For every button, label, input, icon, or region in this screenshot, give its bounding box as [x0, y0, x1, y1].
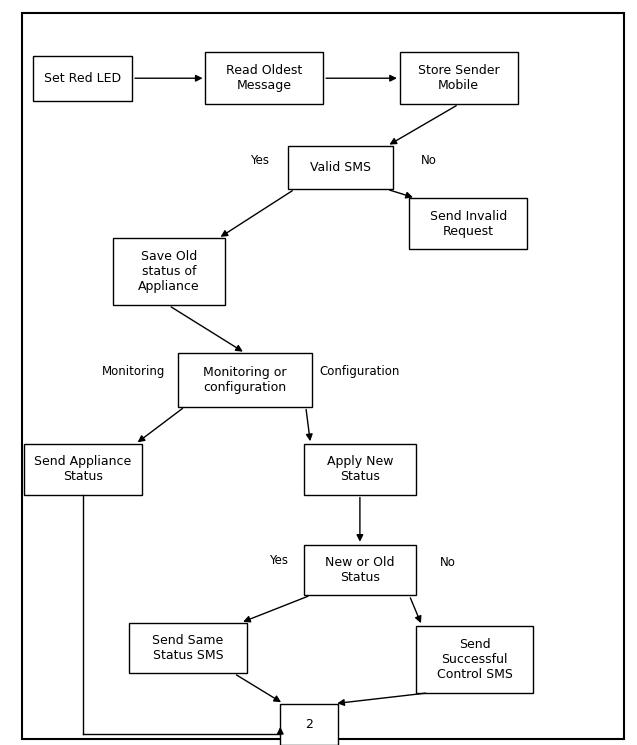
- Text: 2: 2: [305, 717, 313, 731]
- Text: Valid SMS: Valid SMS: [310, 161, 371, 174]
- FancyBboxPatch shape: [400, 52, 517, 104]
- FancyBboxPatch shape: [304, 444, 415, 495]
- Text: Send Invalid
Request: Send Invalid Request: [429, 209, 507, 238]
- FancyBboxPatch shape: [113, 238, 224, 305]
- Text: Yes: Yes: [269, 554, 288, 568]
- Text: Send Same
Status SMS: Send Same Status SMS: [152, 634, 224, 662]
- FancyBboxPatch shape: [205, 52, 323, 104]
- FancyBboxPatch shape: [33, 56, 132, 101]
- Text: Yes: Yes: [250, 153, 269, 167]
- Text: Send Appliance
Status: Send Appliance Status: [34, 455, 131, 484]
- Text: No: No: [440, 556, 455, 569]
- Text: Read Oldest
Message: Read Oldest Message: [226, 64, 303, 92]
- Text: Set Red LED: Set Red LED: [44, 72, 122, 85]
- Text: Save Old
status of
Appliance: Save Old status of Appliance: [138, 250, 199, 294]
- Text: Configuration: Configuration: [320, 364, 400, 378]
- FancyBboxPatch shape: [409, 198, 527, 249]
- Text: No: No: [420, 153, 436, 167]
- Text: Monitoring or
configuration: Monitoring or configuration: [203, 366, 287, 394]
- Text: New or Old
Status: New or Old Status: [325, 556, 395, 584]
- Text: Store Sender
Mobile: Store Sender Mobile: [418, 64, 499, 92]
- FancyBboxPatch shape: [178, 353, 312, 407]
- FancyBboxPatch shape: [129, 623, 247, 673]
- FancyBboxPatch shape: [304, 545, 415, 595]
- FancyBboxPatch shape: [415, 626, 533, 693]
- Text: Monitoring: Monitoring: [102, 364, 166, 378]
- FancyBboxPatch shape: [288, 146, 393, 189]
- Text: Apply New
Status: Apply New Status: [327, 455, 393, 484]
- FancyBboxPatch shape: [24, 444, 141, 495]
- Text: Send
Successful
Control SMS: Send Successful Control SMS: [436, 638, 513, 681]
- FancyBboxPatch shape: [280, 703, 338, 745]
